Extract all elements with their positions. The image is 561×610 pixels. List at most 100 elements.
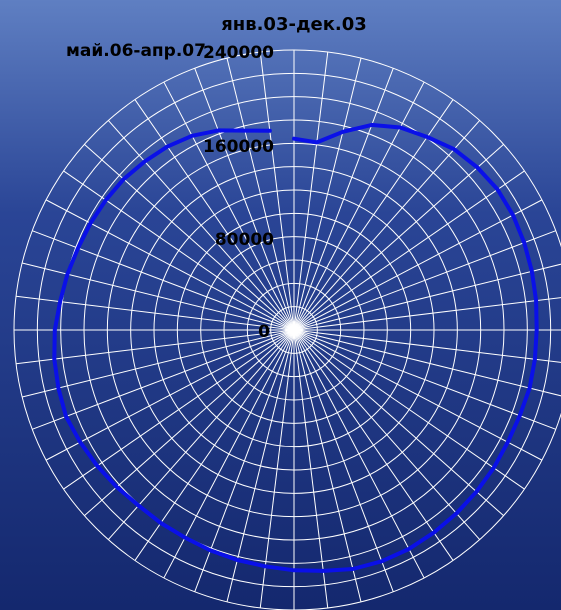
series-point [425, 135, 429, 139]
series-point [475, 165, 479, 170]
series-point [511, 213, 515, 217]
grid-spoke [293, 199, 543, 331]
grid-spoke [293, 68, 394, 331]
grid-spoke [293, 329, 556, 430]
series-point [243, 129, 247, 133]
grid-spoke [293, 329, 561, 363]
grid-spoke [226, 329, 295, 602]
series-point [380, 559, 384, 563]
grid-spoke [293, 58, 362, 331]
series-point [533, 357, 537, 361]
grid-spoke [259, 51, 295, 331]
grid-spoke [293, 329, 394, 592]
grid-spoke [107, 120, 295, 331]
grid-spoke [293, 170, 525, 331]
series-point [64, 414, 68, 419]
series-point [321, 569, 325, 573]
grid-spoke [22, 329, 295, 398]
grid-spoke [134, 99, 295, 331]
series-point [530, 269, 534, 273]
grid-spoke [293, 329, 481, 540]
grid-spoke [293, 329, 329, 609]
category-label-end: май.06-апр.07 [66, 41, 206, 61]
series-point [474, 490, 479, 494]
series-point [95, 464, 99, 468]
series-point [65, 272, 69, 276]
series-point [122, 177, 126, 181]
series-point [58, 300, 62, 304]
grid-spoke [293, 51, 329, 331]
grid-spoke [293, 329, 454, 561]
series-point [76, 246, 80, 250]
series-point [452, 147, 456, 151]
series-point [165, 145, 169, 149]
series-line-0 [52, 122, 539, 573]
grid-spoke [63, 329, 295, 490]
grid-spoke [84, 143, 295, 331]
grid-spoke [194, 68, 295, 331]
series-point [143, 159, 147, 164]
series-point [268, 129, 272, 133]
r-tick-label-240000: 240000 [203, 43, 274, 63]
series-point [398, 125, 402, 130]
series-point [78, 440, 82, 444]
grid-spoke [293, 329, 525, 490]
grid-spoke [15, 329, 295, 365]
grid-spoke [293, 329, 561, 397]
grid-spoke [293, 81, 425, 331]
grid-spoke [194, 329, 295, 592]
grid-spoke [293, 329, 543, 461]
series-point [535, 328, 539, 332]
series-point [53, 328, 57, 332]
series-point [104, 198, 108, 202]
series-point [52, 357, 56, 361]
series-point [341, 130, 345, 134]
series-point [292, 137, 296, 141]
grid-spoke [45, 199, 295, 331]
series-point [56, 386, 61, 390]
r-tick-label-80000: 80000 [215, 230, 274, 250]
series-point [183, 536, 187, 540]
series-point [190, 134, 194, 138]
series-point [454, 511, 459, 515]
series-point [407, 547, 411, 551]
series-point [216, 128, 220, 132]
grid-spoke [293, 329, 425, 579]
series-point [136, 503, 141, 508]
series-point [235, 558, 239, 562]
grid-spoke [84, 329, 295, 517]
series-point [528, 386, 532, 390]
series-point [534, 299, 538, 303]
series-point [432, 531, 436, 535]
grid-spoke [293, 143, 504, 331]
series-point [208, 548, 212, 553]
series-point [518, 414, 522, 418]
r-tick-label-160000: 160000 [203, 137, 274, 157]
series-point [159, 521, 163, 525]
series-point [522, 241, 526, 245]
series-point [351, 567, 355, 571]
grid-spoke [32, 329, 295, 430]
series-point [496, 187, 500, 192]
series-point [115, 485, 119, 489]
label-layer: янв.03-дек.03 май.06-апр.07 0 80000 1600… [66, 14, 367, 342]
grid-spoke [293, 329, 362, 602]
r-tick-label-0: 0 [258, 322, 270, 342]
category-label-start: янв.03-дек.03 [221, 14, 367, 35]
grid-spoke [63, 170, 295, 331]
grid-spoke [32, 230, 295, 331]
grid-spoke [293, 297, 561, 331]
series-point [292, 568, 296, 572]
grid-spoke [163, 81, 295, 331]
series-point [370, 123, 374, 127]
series-point [506, 440, 510, 444]
grid-spoke [15, 295, 295, 331]
grid-spoke [293, 329, 504, 517]
series-point [263, 564, 267, 568]
series-point [492, 466, 496, 470]
grid-spoke [293, 263, 561, 331]
grid-spoke [259, 329, 295, 609]
series-point [315, 140, 319, 144]
